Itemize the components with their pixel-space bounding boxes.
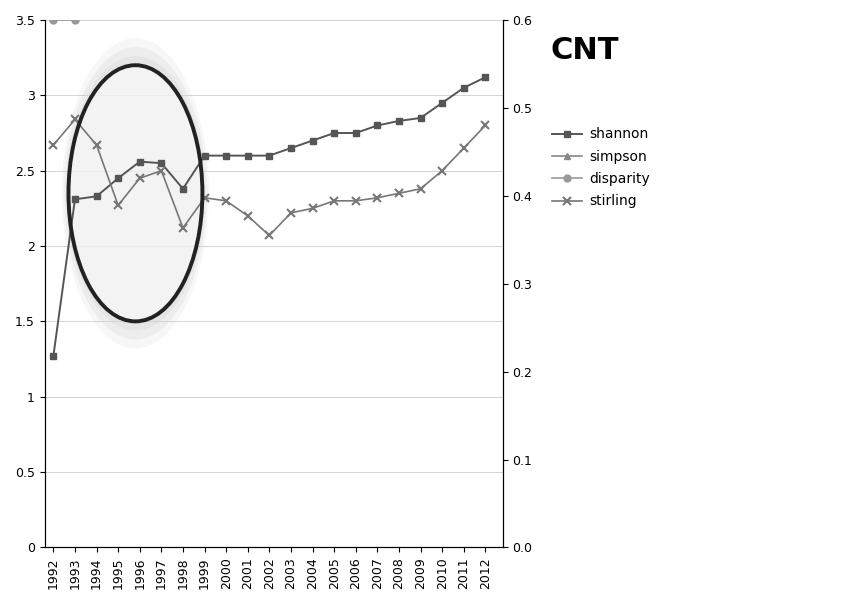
stirling	[156, 167, 167, 175]
disparity	[48, 16, 58, 24]
stirling	[91, 141, 101, 149]
stirling	[199, 194, 210, 202]
stirling	[459, 144, 469, 152]
shannon	[416, 114, 426, 121]
Ellipse shape	[62, 38, 209, 349]
stirling	[308, 205, 318, 212]
stirling	[416, 185, 426, 193]
shannon	[459, 84, 469, 91]
stirling	[480, 122, 490, 129]
shannon	[393, 117, 404, 124]
shannon	[221, 152, 231, 159]
shannon	[48, 352, 58, 359]
stirling	[265, 232, 275, 239]
shannon	[265, 152, 275, 159]
stirling	[70, 116, 80, 123]
shannon	[178, 185, 188, 193]
shannon	[286, 144, 296, 152]
Legend: shannon, simpson, disparity, stirling: shannon, simpson, disparity, stirling	[546, 122, 655, 214]
Line: stirling: stirling	[49, 115, 490, 240]
stirling	[286, 209, 296, 216]
stirling	[48, 141, 58, 149]
stirling	[350, 197, 361, 204]
shannon	[329, 129, 339, 137]
stirling	[135, 175, 145, 182]
stirling	[329, 197, 339, 204]
shannon	[70, 196, 80, 203]
shannon	[308, 137, 318, 144]
Ellipse shape	[64, 47, 207, 339]
stirling	[372, 194, 382, 202]
shannon	[437, 99, 448, 106]
stirling	[393, 190, 404, 197]
shannon	[242, 152, 253, 159]
stirling	[437, 167, 448, 175]
shannon	[135, 158, 145, 165]
Line: shannon: shannon	[50, 74, 489, 359]
shannon	[372, 122, 382, 129]
shannon	[156, 159, 167, 167]
stirling	[221, 197, 231, 204]
Text: CNT: CNT	[551, 36, 619, 65]
shannon	[199, 152, 210, 159]
stirling	[178, 224, 188, 231]
shannon	[113, 175, 124, 182]
shannon	[480, 74, 490, 81]
disparity	[70, 16, 80, 24]
shannon	[350, 129, 361, 137]
stirling	[113, 202, 124, 209]
shannon	[91, 193, 101, 200]
Ellipse shape	[66, 56, 204, 330]
Line: disparity: disparity	[50, 0, 489, 24]
Ellipse shape	[69, 65, 203, 321]
stirling	[242, 212, 253, 219]
